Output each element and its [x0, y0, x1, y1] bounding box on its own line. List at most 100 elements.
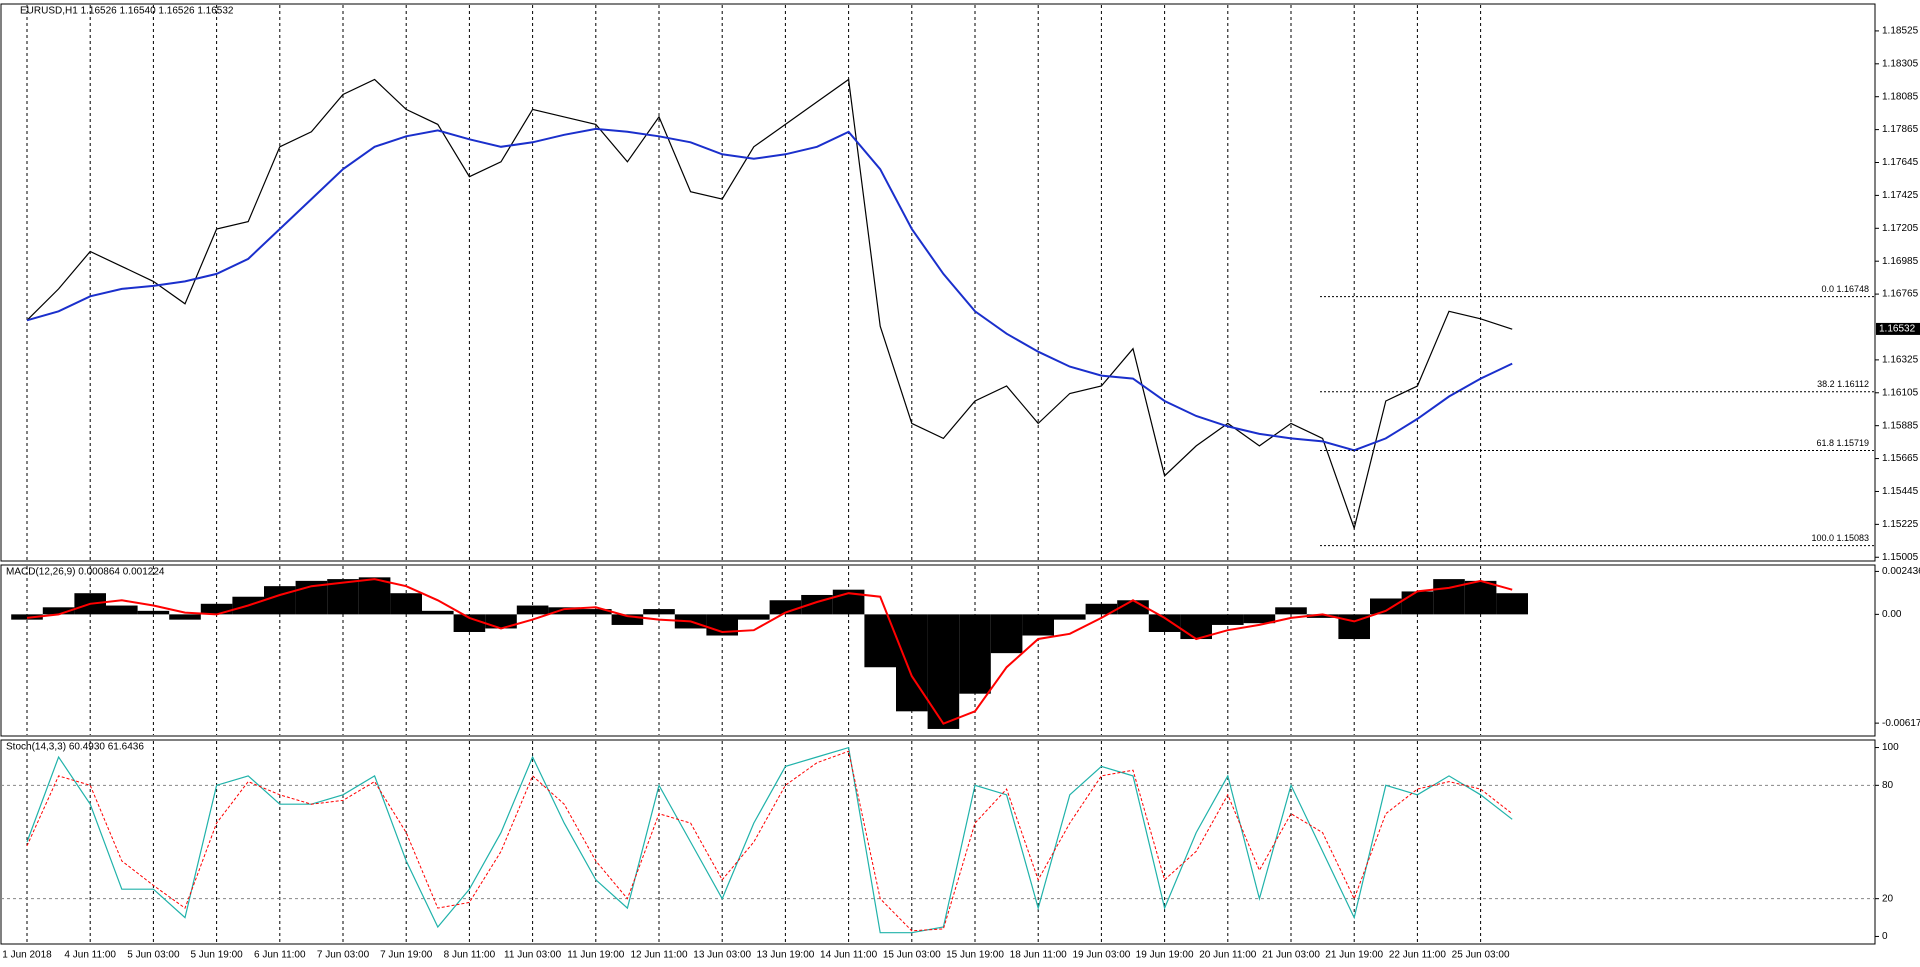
main-panel — [0, 3, 1876, 562]
y-tick-label: 1.17865 — [1882, 124, 1919, 135]
x-tick-label: 20 Jun 11:00 — [1199, 950, 1257, 961]
macd-bar — [42, 607, 75, 615]
fibo-label: 38.2 1.16112 — [1817, 379, 1869, 389]
y-tick-label: 1.17205 — [1882, 223, 1919, 234]
x-tick-label: 14 Jun 11:00 — [820, 950, 878, 961]
macd-bar — [1370, 598, 1402, 615]
y-tick-label: 1.16985 — [1882, 256, 1919, 267]
y-tick-label: 1.17645 — [1882, 157, 1919, 168]
macd-signal — [26, 578, 1513, 725]
x-tick-label: 5 Jun 19:00 — [190, 950, 243, 961]
macd-bar — [959, 614, 991, 694]
x-tick-label: 5 Jun 03:00 — [127, 950, 180, 961]
y-tick-label: 1.15005 — [1882, 552, 1919, 563]
x-tick-label: 13 Jun 03:00 — [693, 950, 751, 961]
macd-bar — [1401, 591, 1434, 615]
stoch-main — [26, 746, 1513, 934]
macd-bar — [580, 609, 612, 615]
macd-title: MACD(12,26,9) 0.000864 0.001224 — [6, 567, 165, 578]
macd-bar — [200, 603, 233, 615]
y-tick-label: 1.15665 — [1882, 453, 1919, 464]
stoch-panel — [0, 739, 1876, 945]
price-tag-label: 1.16532 — [1879, 324, 1916, 335]
x-tick-label: 19 Jun 19:00 — [1136, 950, 1194, 961]
macd-bar — [990, 614, 1023, 654]
macd-bar — [516, 605, 549, 615]
y-tick-label: 80 — [1882, 780, 1894, 791]
macd-bar — [327, 579, 359, 615]
macd-bar — [1085, 603, 1118, 615]
y-tick-label: 1.18305 — [1882, 58, 1919, 69]
macd-bar — [927, 614, 960, 729]
y-tick-label: 0 — [1882, 931, 1888, 942]
fibo-label: 0.0 1.16748 — [1821, 284, 1869, 294]
y-tick-label: 0.002436 — [1882, 566, 1920, 577]
y-tick-label: 100 — [1882, 742, 1899, 753]
x-tick-label: 8 Jun 11:00 — [444, 950, 496, 961]
fibo-label: 100.0 1.15083 — [1811, 533, 1869, 543]
macd-bar — [106, 605, 138, 615]
x-tick-label: 4 Jun 11:00 — [64, 950, 116, 961]
macd-bar — [1433, 579, 1465, 615]
x-tick-label: 11 Jun 03:00 — [504, 950, 562, 961]
y-tick-label: 1.16325 — [1882, 355, 1919, 366]
macd-bar — [1243, 614, 1276, 624]
x-tick-label: 22 Jun 11:00 — [1389, 950, 1447, 961]
moving-average — [26, 127, 1513, 452]
macd-bar — [1464, 580, 1497, 615]
x-tick-label: 15 Jun 19:00 — [946, 950, 1004, 961]
chart-title: EURUSD,H1 1.16526 1.16540 1.16526 1.1653… — [20, 6, 234, 17]
macd-bar — [1275, 607, 1307, 615]
x-tick-label: 15 Jun 03:00 — [883, 950, 941, 961]
x-tick-label: 7 Jun 19:00 — [380, 950, 433, 961]
x-tick-label: 21 Jun 03:00 — [1262, 950, 1320, 961]
y-tick-label: 1.15445 — [1882, 486, 1919, 497]
stoch-title: Stoch(14,3,3) 60.4930 61.6436 — [6, 742, 144, 753]
y-tick-label: 1.15885 — [1882, 420, 1919, 431]
macd-bar — [1306, 614, 1339, 618]
y-tick-label: 1.18085 — [1882, 91, 1919, 102]
x-tick-label: 7 Jun 03:00 — [317, 950, 370, 961]
x-tick-label: 11 Jun 19:00 — [567, 950, 625, 961]
macd-bar — [1054, 614, 1086, 620]
macd-bar — [611, 614, 644, 625]
macd-bar — [390, 593, 422, 615]
x-tick-label: 19 Jun 03:00 — [1072, 950, 1130, 961]
macd-bar — [738, 614, 770, 620]
x-tick-label: 1 Jun 2018 — [2, 950, 52, 961]
macd-panel — [0, 564, 1876, 737]
price-line — [26, 78, 1513, 531]
y-tick-label: 1.15225 — [1882, 519, 1919, 530]
macd-bar — [453, 614, 486, 632]
macd-bar — [1148, 614, 1181, 632]
x-tick-label: 25 Jun 03:00 — [1452, 950, 1510, 961]
macd-bar — [264, 586, 296, 615]
stoch-signal — [26, 750, 1513, 932]
y-tick-label: 20 — [1882, 893, 1894, 904]
y-tick-label: 1.17425 — [1882, 190, 1919, 201]
macd-bar — [643, 609, 675, 615]
fibo-label: 61.8 1.15719 — [1816, 438, 1869, 448]
y-tick-label: 1.16765 — [1882, 289, 1919, 300]
x-tick-label: 12 Jun 11:00 — [630, 950, 688, 961]
y-tick-label: 0.00 — [1882, 609, 1902, 620]
macd-bar — [169, 614, 201, 620]
y-tick-label: -0.00617 — [1882, 718, 1920, 729]
macd-bar — [1180, 614, 1212, 640]
x-tick-label: 6 Jun 11:00 — [254, 950, 306, 961]
macd-bar — [1496, 593, 1528, 615]
y-tick-label: 1.16105 — [1882, 387, 1919, 398]
macd-bar — [896, 614, 928, 712]
macd-bar — [422, 610, 454, 615]
macd-bar — [137, 610, 170, 615]
price-tag — [1876, 322, 1920, 335]
macd-bar — [1212, 614, 1244, 625]
macd-bar — [548, 607, 580, 615]
x-tick-label: 13 Jun 19:00 — [756, 950, 814, 961]
macd-bar — [1022, 614, 1054, 636]
y-tick-label: 1.18525 — [1882, 26, 1919, 37]
x-tick-label: 21 Jun 19:00 — [1325, 950, 1383, 961]
